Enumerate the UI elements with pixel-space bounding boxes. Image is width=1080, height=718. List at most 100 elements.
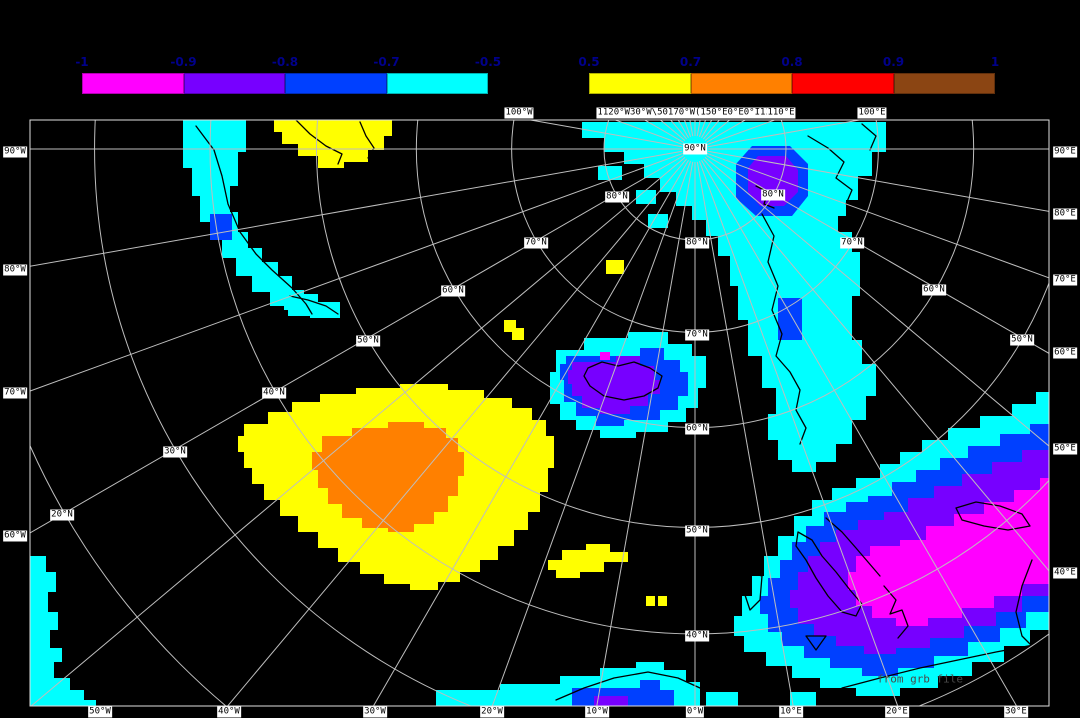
colorbar-tick-label: -0.5 [474,55,502,69]
lon-label-bottom: 50°W [88,706,112,718]
lat-label: 80°N [761,189,785,201]
lat-label: 40°N [262,387,286,399]
coastline [751,543,765,567]
meridian-line [596,161,694,706]
colorbar-segment-yellow [589,73,691,94]
watermark: from grb file [876,672,964,686]
lon-label-bottom: 30°E [1004,706,1028,718]
lat-label: 50°N [1010,334,1034,346]
coastline [743,571,763,611]
data-region-cyan [636,190,656,204]
coastline [761,213,807,445]
colorbar-tick-label: -0.9 [170,55,197,69]
colorbar-tick-label: 1 [990,55,1000,69]
meridian-line [698,161,899,706]
lat-label: 50°N [685,525,709,537]
data-region-violet [594,696,628,706]
meridian-line [670,120,688,140]
lon-label-bottom: 20°W [480,706,504,718]
colorbar-tick-label: -0.8 [271,55,299,69]
lon-label-right: 50°E [1053,443,1077,455]
lon-label-top: 110°E [766,107,796,119]
lon-label-bottom: 10°W [585,706,609,718]
lat-label: 90°N [683,143,707,155]
coastline [805,635,827,651]
lon-label-right: 90°E [1053,146,1077,158]
lon-label-top: 100°W [504,107,534,119]
lat-label: 70°N [685,329,709,341]
meridian-line [706,120,747,143]
lon-label-left: 80°W [3,264,27,276]
colorbar-tick-label: 0.5 [578,55,600,69]
positive-scale [589,73,995,94]
colorbar-tick-label: 0.8 [781,55,803,69]
data-region-cyan [582,122,886,472]
lon-label-right: 80°E [1053,208,1077,220]
data-region-yellow [548,544,628,578]
colorbar-segment-brown [893,73,995,94]
lon-label-bottom: 20°E [885,706,909,718]
meridian-line [701,160,1018,706]
meridian-line [30,150,683,267]
meridian-line [372,160,689,706]
colorbar-segment-red [792,73,894,94]
lon-label-right: 40°E [1053,567,1077,579]
lat-label: 70°N [524,237,548,249]
data-region-cyan [598,166,622,180]
lat-label: 70°N [840,237,864,249]
lat-label: 20°N [50,509,74,521]
coastline [289,295,339,315]
data-region-cyan [284,294,340,318]
lat-label: 30°N [163,446,187,458]
map-border [29,119,1050,707]
data-region-yellow [606,260,624,274]
data-region-cyan [706,692,738,706]
coastline [795,531,863,617]
colorbar-tick-label: -0.7 [373,55,400,69]
lon-label-left: 70°W [3,387,27,399]
lat-label: 60°N [922,284,946,296]
data-region-cyan [183,120,312,316]
lon-label-left: 90°W [3,146,27,158]
colorbar-tick-label: 0.9 [882,55,905,69]
coastline [807,135,853,205]
colorbar-segment-violet [183,73,285,94]
lon-label-right: 70°E [1053,274,1077,286]
data-region-yellow [658,596,667,606]
data-region-blue [210,214,232,240]
lat-label: 80°N [605,191,629,203]
lat-label: 60°N [685,423,709,435]
data-region-yellow [274,120,392,168]
lon-label-top: 120°W30°W\50170°W(150°E0°E0°I120°E [601,107,789,119]
meridian-line [696,161,794,706]
coastline [883,585,909,639]
lon-label-bottom: 0°W [685,706,705,718]
coastline [861,123,877,151]
data-region-cyan [30,556,96,706]
negative-scale [82,73,488,94]
lat-label: 60°N [441,285,465,297]
colorbar-segment-orange [690,73,792,94]
data-region-blue [778,298,802,340]
lon-label-bottom: 30°W [363,706,387,718]
lon-label-left: 60°W [3,530,27,542]
data-region-cyan [648,214,668,228]
lon-label-bottom: 40°W [217,706,241,718]
data-region-magenta [600,352,610,360]
meridian-line [702,158,1049,572]
meridian-line [226,158,688,706]
coastline [359,121,375,159]
coastline [955,501,1031,531]
lat-label: 40°N [685,630,709,642]
data-region-orange [312,422,464,532]
data-region-violet [748,156,798,206]
data-region-yellow [504,320,524,340]
lon-label-bottom: 10°E [779,706,803,718]
coastline [583,361,663,401]
coastline [195,125,313,315]
lon-label-right: 60°E [1053,347,1077,359]
data-region-violet [568,356,660,414]
meridian-line [30,156,686,706]
